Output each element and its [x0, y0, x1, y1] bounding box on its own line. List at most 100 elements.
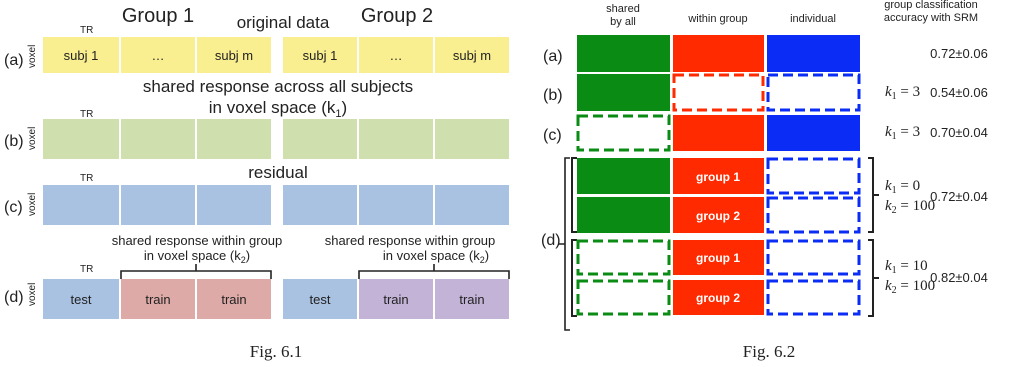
row-a-axis-label: voxel — [27, 45, 38, 68]
f2-row-d1-k1: k1 = 0 — [885, 178, 920, 196]
shared-block-removed — [576, 239, 671, 276]
row-d-note-g2-line1: shared response within group — [325, 233, 496, 248]
row-d-note-g1-line2: in voxel space (k2) — [144, 248, 250, 265]
cell-label: subj 1 — [64, 48, 99, 63]
row-d-g2-brace — [358, 264, 510, 279]
row-d-first-left-brace — [571, 157, 577, 233]
individual-block-removed — [766, 73, 861, 112]
f2-row-d2-accuracy: 0.82±0.04 — [930, 270, 988, 285]
fig2-caption: Fig. 6.2 — [743, 342, 795, 361]
f2-row-c-k: k1 = 3 — [885, 124, 920, 142]
f2-row-d1-accuracy: 0.72±0.04 — [930, 189, 988, 204]
cell-label: subj 1 — [303, 48, 338, 63]
cell-label: train — [459, 292, 484, 307]
col-individual-header: individual — [790, 13, 836, 25]
row-d-note-g2-sub: 2 — [480, 255, 485, 265]
test-cell — [283, 279, 357, 319]
cell-label: subj m — [215, 48, 253, 63]
within-block — [673, 35, 764, 72]
row-d-note-g1-line1: shared response within group — [112, 233, 283, 248]
group2-block — [673, 197, 764, 233]
shared-cell — [121, 119, 195, 159]
k-sub: 1 — [892, 91, 897, 102]
row-a-header: original data — [237, 13, 330, 32]
shared-block — [577, 158, 670, 194]
cell-label: train — [221, 292, 246, 307]
k-value: = 100 — [897, 198, 935, 214]
row-a-group1-block: subj 1 … subj m — [43, 37, 271, 73]
row-d-tr-label: TR — [80, 264, 93, 275]
shared-block — [577, 197, 670, 233]
row-d-second-left-brace — [571, 239, 577, 317]
k-symbol: k — [885, 278, 892, 294]
k-sub: 2 — [892, 285, 897, 296]
cell-label: train — [145, 292, 170, 307]
col-accuracy-line2: accuracy with SRM — [884, 12, 978, 24]
residual-cell — [43, 185, 119, 225]
row-c-label: (c) — [4, 199, 23, 216]
row-d-first-right-brace — [868, 157, 879, 233]
k-value: = 3 — [897, 84, 920, 100]
individual-block-removed — [766, 196, 861, 234]
group2-title: Group 2 — [361, 5, 433, 27]
row-d-label: (d) — [4, 289, 24, 306]
row-d-note-g2-text: in voxel space (k — [383, 248, 480, 263]
f2-row-d2-k2: k2 = 100 — [885, 278, 935, 296]
row-b-header-text: in voxel space (k — [209, 98, 336, 117]
row-b-header-line2: in voxel space (k1) — [209, 98, 347, 120]
f2-row-d-label: (d) — [541, 232, 561, 249]
shared-block-removed — [576, 114, 671, 152]
row-d-axis-label: voxel — [27, 283, 38, 306]
cell-label: train — [383, 292, 408, 307]
group1-label: group 1 — [696, 170, 740, 184]
row-d-group1-block: test train train — [43, 279, 271, 319]
f2-row-b-accuracy: 0.54±0.06 — [930, 85, 988, 100]
col-accuracy-line1: group classification — [884, 0, 978, 11]
residual-cell — [359, 185, 433, 225]
shared-cell — [435, 119, 509, 159]
row-d-note-g1-text: in voxel space (k — [144, 248, 241, 263]
k-sub: 1 — [892, 131, 897, 142]
shared-cell — [43, 119, 119, 159]
row-b-header-close: ) — [342, 98, 348, 117]
k-value: = 10 — [897, 258, 928, 274]
residual-cell — [121, 185, 195, 225]
train-cell — [197, 279, 271, 319]
row-b-header-sub: 1 — [335, 108, 341, 120]
k-symbol: k — [885, 84, 892, 100]
group1-label: group 1 — [696, 251, 740, 265]
subject-cell — [283, 37, 357, 73]
row-a-label: (a) — [4, 52, 24, 69]
f2-row-c-accuracy: 0.70±0.04 — [930, 125, 988, 140]
cell-label: test — [310, 292, 331, 307]
shared-block — [577, 35, 670, 72]
residual-cell — [435, 185, 509, 225]
row-b-tr-label: TR — [80, 109, 93, 120]
col-shared-line2: by all — [610, 16, 636, 28]
within-block-removed — [672, 73, 765, 112]
row-d-note-g1-sub: 2 — [241, 255, 246, 265]
f2-row-b-label: (b) — [543, 87, 563, 104]
col-shared-line1: shared — [606, 3, 640, 15]
row-c-axis-label: voxel — [27, 193, 38, 216]
k-symbol: k — [885, 178, 892, 194]
row-b-header-line1: shared response across all subjects — [143, 77, 413, 96]
row-d-note-g1-close: ) — [246, 248, 250, 263]
cell-label: … — [390, 48, 403, 63]
group2-block — [673, 280, 764, 315]
f2-row-c-label: (c) — [543, 127, 562, 144]
shared-cell — [283, 119, 357, 159]
individual-block — [767, 115, 860, 151]
k-value: = 100 — [897, 278, 935, 294]
group1-block — [673, 240, 764, 275]
k-sub: 2 — [892, 205, 897, 216]
train-cell — [435, 279, 509, 319]
k-value: = 3 — [897, 124, 920, 140]
f2-row-a-label: (a) — [543, 48, 563, 65]
row-d-note-g2-line2: in voxel space (k2) — [383, 248, 489, 265]
shared-block — [577, 74, 670, 111]
row-b-blocks — [43, 119, 509, 159]
row-c-header: residual — [248, 163, 308, 182]
row-c-blocks — [43, 185, 509, 225]
